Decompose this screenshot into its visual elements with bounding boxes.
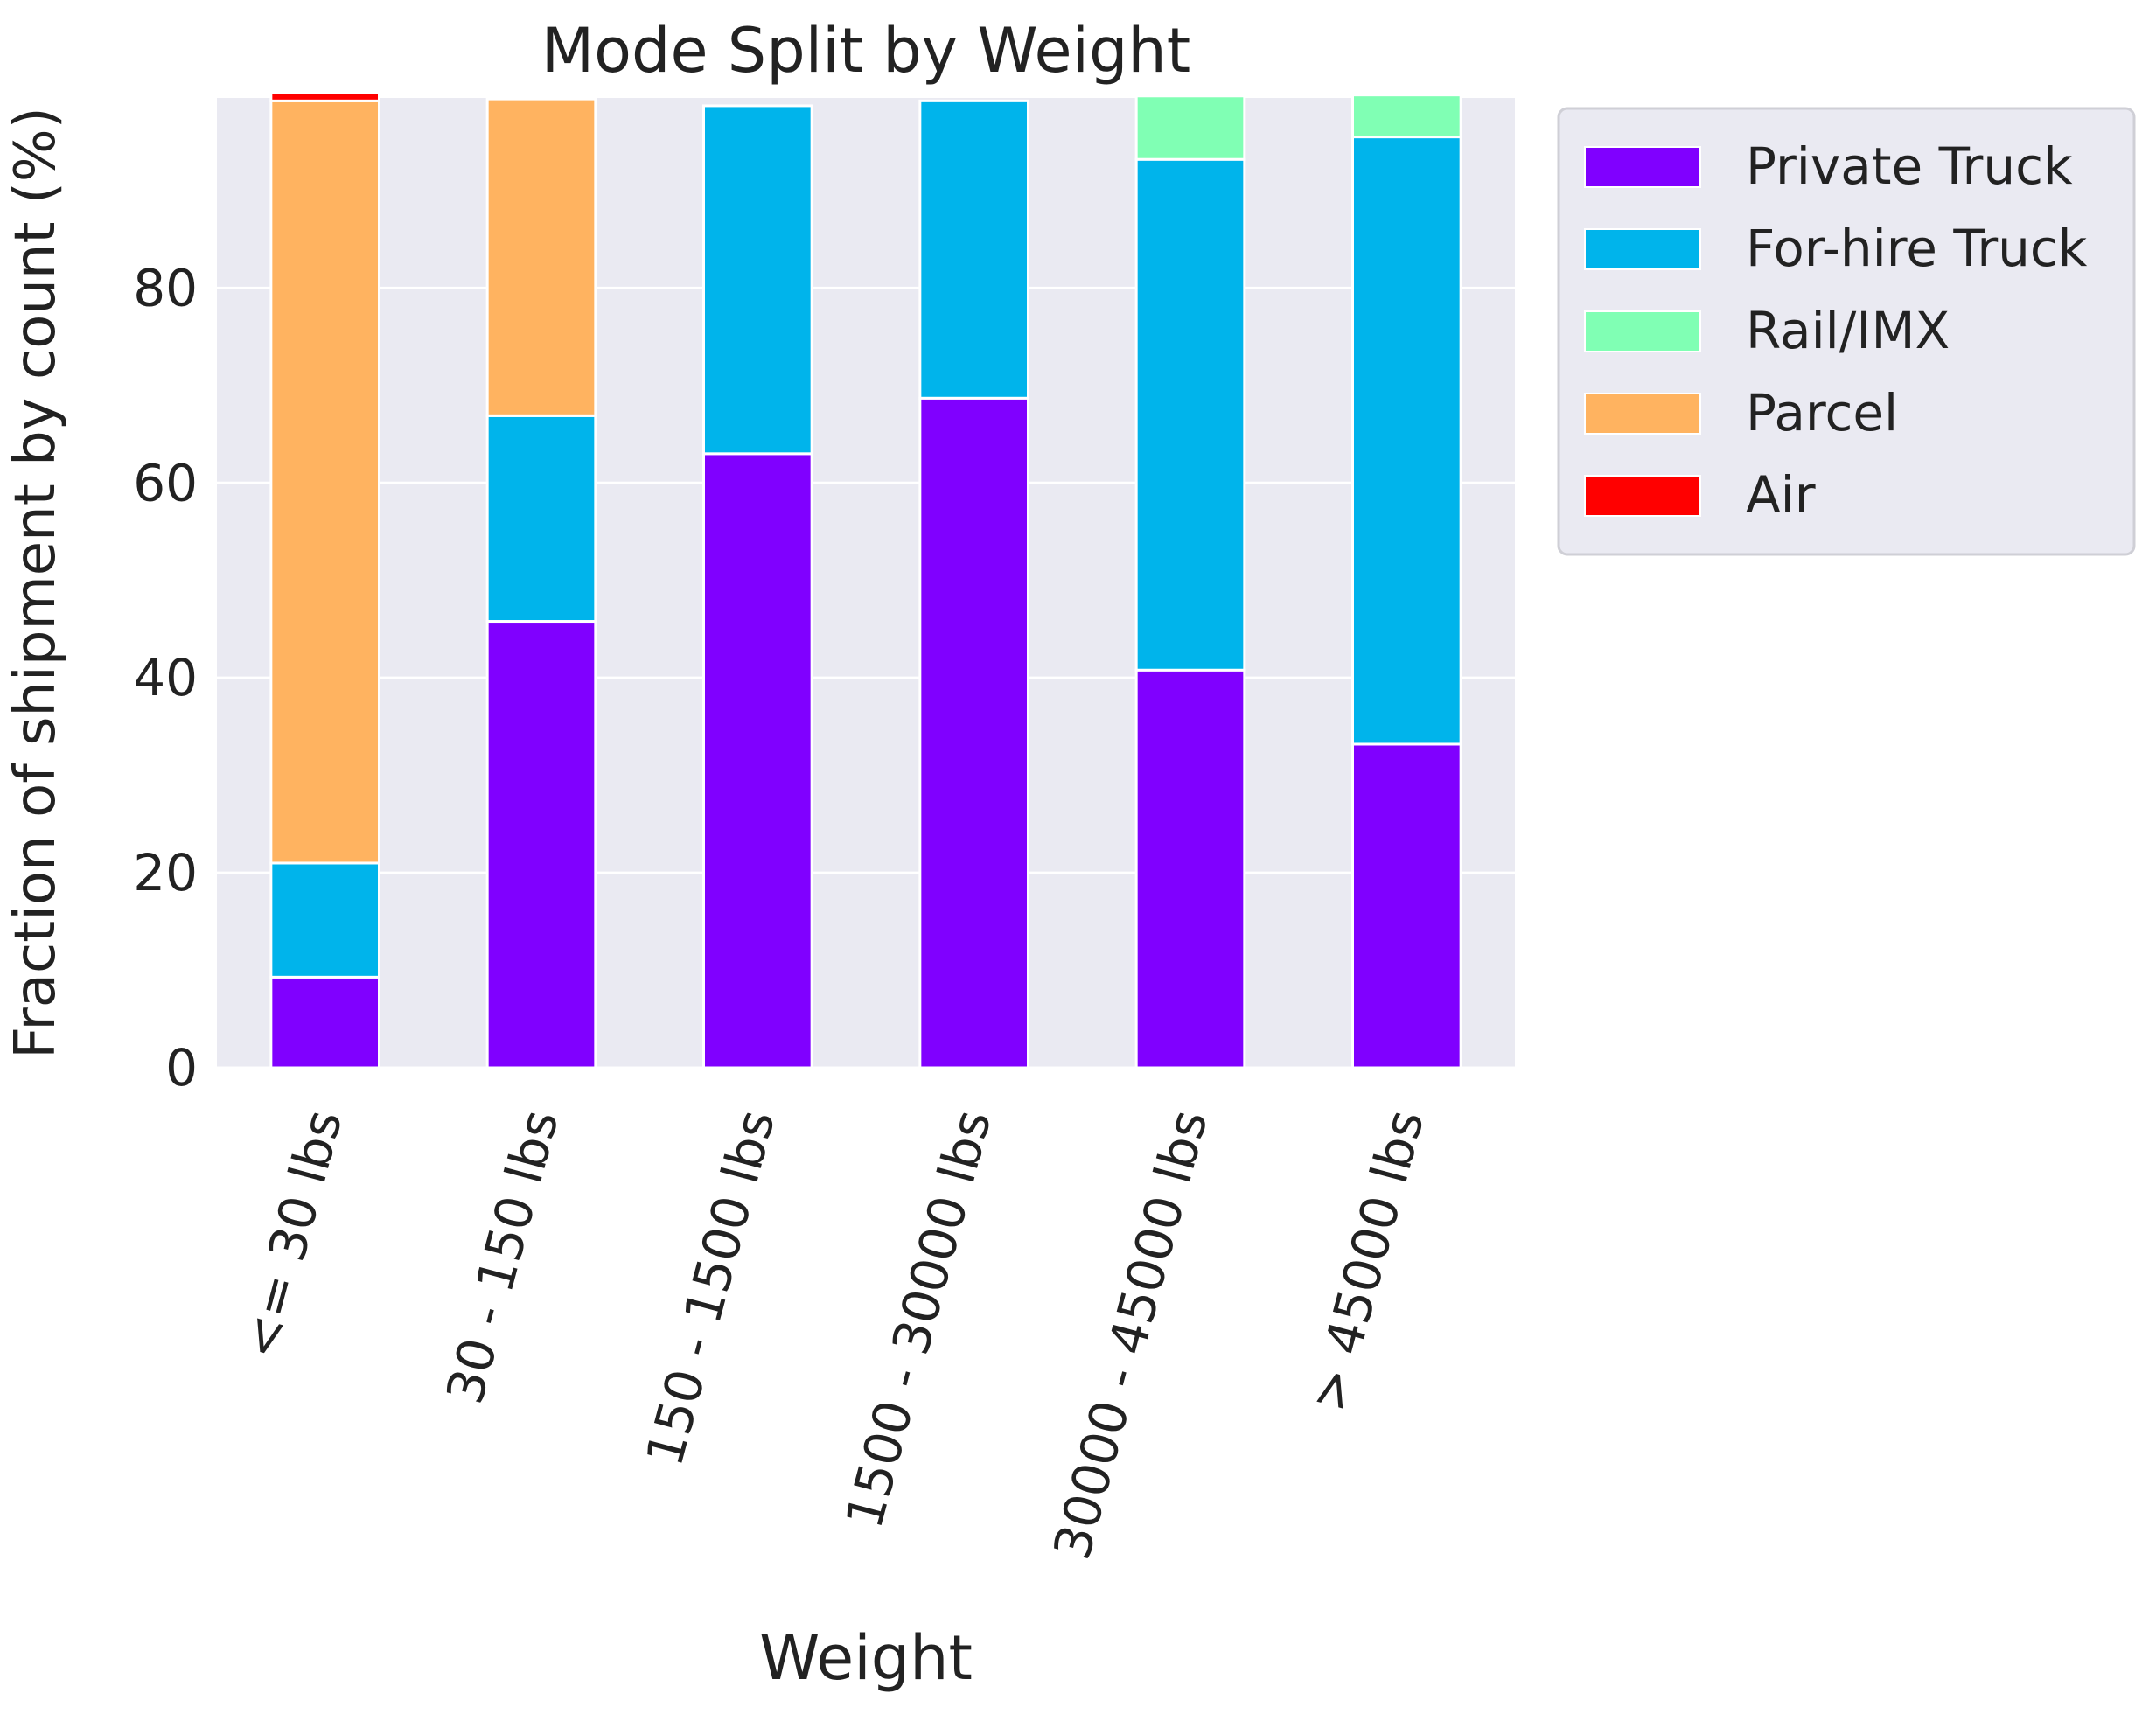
bar-private-truck — [918, 396, 1030, 1070]
y-axis-label: Fraction of shipment by count (%) — [3, 107, 68, 1058]
x-tick-label: > 45000 lbs — [1298, 1104, 1435, 1418]
bar-private-truck — [485, 620, 597, 1070]
bar-for-hire-truck — [918, 99, 1030, 400]
legend-swatch-rail-imx — [1584, 310, 1701, 352]
y-tick-label: 60 — [133, 453, 198, 512]
y-tick-labels: 0 20 40 60 80 — [133, 258, 198, 1097]
legend: Private Truck For-hire Truck Rail/IMX Parce… — [1557, 107, 2136, 556]
legend-swatch-parcel — [1584, 393, 1701, 435]
legend-swatch-private-truck — [1584, 146, 1701, 188]
bar-private-truck — [269, 975, 381, 1070]
legend-swatch-for-hire-truck — [1584, 228, 1701, 270]
bar-private-truck — [1351, 742, 1462, 1070]
x-tick-label: 1500 - 30000 lbs — [834, 1104, 1003, 1534]
bar-parcel — [269, 99, 381, 865]
x-tick-label: 30 - 150 lbs — [435, 1104, 570, 1410]
grid-lines — [217, 286, 1515, 1070]
bar-private-truck — [702, 452, 813, 1070]
y-tick-label: 20 — [133, 843, 198, 902]
chart-title: Mode Split by Weight — [541, 15, 1190, 87]
legend-swatch-air — [1584, 475, 1701, 517]
bar-air — [269, 91, 381, 102]
bar-for-hire-truck — [1351, 136, 1462, 746]
bar-private-truck — [1134, 668, 1246, 1070]
y-tick-label: 80 — [133, 258, 198, 317]
legend-label-air: Air — [1746, 465, 1816, 525]
bar-for-hire-truck — [269, 861, 381, 979]
x-tick-label: 150 - 1500 lbs — [634, 1104, 786, 1472]
bar-parcel — [485, 97, 597, 417]
legend-label-for-hire-truck: For-hire Truck — [1746, 219, 2088, 278]
y-tick-label: 40 — [133, 648, 198, 707]
legend-label-private-truck: Private Truck — [1746, 136, 2073, 196]
y-tick-label: 0 — [165, 1038, 198, 1097]
legend-label-rail-imx: Rail/IMX — [1746, 301, 1950, 360]
bar-for-hire-truck — [702, 104, 813, 456]
x-axis-label: Weight — [759, 1622, 973, 1694]
bar-rail-imx — [1351, 94, 1462, 139]
legend-label-parcel: Parcel — [1746, 383, 1898, 442]
x-tick-label: <= 30 lbs — [231, 1104, 354, 1365]
legend-box — [1557, 107, 2136, 556]
bars — [269, 91, 1462, 1070]
bar-for-hire-truck — [1134, 157, 1246, 672]
x-tick-labels: <= 30 lbs 30 - 150 lbs 150 - 1500 lbs 1500 … — [231, 1104, 1436, 1565]
bar-rail-imx — [1134, 94, 1246, 161]
x-tick-label: 30000 - 45000 lbs — [1042, 1104, 1218, 1565]
bar-for-hire-truck — [485, 414, 597, 624]
plot-area — [217, 98, 1515, 1068]
